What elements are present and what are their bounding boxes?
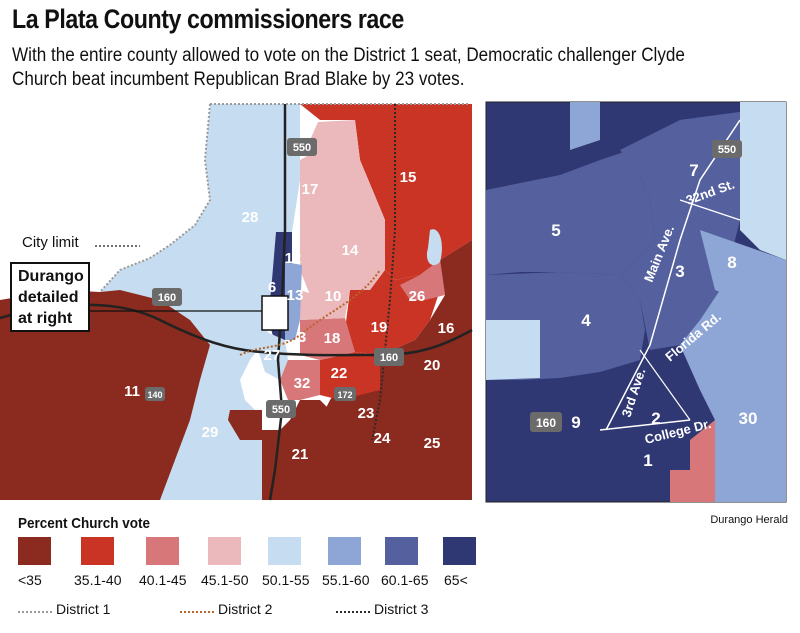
precinct-label: 25 [424, 435, 441, 452]
precinct-upper-right-area [740, 102, 786, 260]
precinct-32-area [280, 360, 320, 400]
city-map: 550 160 32nd St. Main Ave. Florida Rd. 3… [485, 101, 787, 503]
precinct-label: 2 [651, 409, 660, 428]
precinct-north-strip [570, 102, 600, 150]
legend-bin-label: 55.1-60 [322, 572, 370, 588]
precinct-28-area [100, 104, 300, 500]
legend-swatch [328, 537, 361, 565]
precinct-label: 27 [264, 347, 281, 364]
legend-bin-label: 45.1-50 [201, 572, 249, 588]
precinct-5-area [486, 150, 655, 275]
highway-label: 550 [272, 404, 290, 416]
precinct-label: 3 [675, 262, 684, 281]
legend-swatch [81, 537, 114, 565]
legend-swatch [385, 537, 418, 565]
precinct-label: 17 [302, 181, 319, 198]
precinct-label: 13 [287, 287, 304, 304]
precinct-label: 5 [551, 221, 560, 240]
precinct-15-area [300, 104, 472, 280]
credit-line: Durango Herald [710, 514, 788, 526]
precinct-label: 11 [124, 383, 140, 400]
precinct-8-area [700, 230, 786, 300]
precinct-label: 12 [285, 250, 302, 267]
legend-bin-label: 35.1-40 [74, 572, 122, 588]
legend-swatch [208, 537, 241, 565]
precinct-label: 23 [358, 405, 375, 422]
district-1-line [18, 611, 52, 613]
highway-shield-550-south: 550 [266, 400, 296, 418]
precinct-label: 24 [374, 430, 391, 447]
precinct-label: 8 [727, 253, 736, 272]
highway-shield-550-city: 550 [712, 140, 742, 158]
precinct-label: 32 [294, 375, 311, 392]
precinct-label: 1 [643, 451, 652, 470]
precinct-label: 22 [331, 365, 348, 382]
legend-swatch [268, 537, 301, 565]
district-3-label: District 3 [374, 601, 429, 617]
precinct-label: 16 [438, 320, 455, 337]
precinct-label: 14 [342, 242, 359, 259]
precinct-label: 3 [298, 329, 306, 346]
highway-label: 550 [293, 142, 311, 154]
precinct-13-area [285, 262, 302, 340]
precinct-18-area [300, 318, 355, 360]
legend-bin-label: 50.1-55 [262, 572, 310, 588]
legend-swatch [18, 537, 51, 565]
precinct-16-area [290, 240, 472, 500]
page-title: La Plata County commissioners race [12, 4, 404, 34]
precinct-label: 20 [424, 357, 441, 374]
legend-swatch [146, 537, 179, 565]
county-map: 550 160 160 140 172 550 28 17 15 14 12 6… [0, 100, 473, 502]
district-3-line [336, 611, 370, 613]
district-2-line [180, 611, 214, 613]
legend-bin-label: <35 [18, 572, 42, 588]
precinct-label: 21 [292, 446, 309, 463]
legend-title: Percent Church vote [18, 515, 151, 532]
highway-label: 550 [718, 144, 736, 156]
highway-shield-550: 550 [287, 138, 317, 156]
precinct-21-area [228, 400, 330, 500]
highway-label: 140 [147, 390, 162, 400]
precinct-10-area [300, 290, 350, 320]
district-2-label: District 2 [218, 601, 273, 617]
highway-label: 160 [536, 416, 556, 430]
precinct-label: 9 [571, 413, 580, 432]
precinct-label: 18 [324, 330, 341, 347]
legend-swatch [443, 537, 476, 565]
precinct-label: 19 [371, 319, 388, 336]
legend-bin-label: 65< [444, 572, 468, 588]
district-1-label: District 1 [56, 601, 111, 617]
highway-label: 160 [158, 292, 176, 304]
precinct-label: 28 [242, 209, 259, 226]
precinct-26-area [400, 260, 445, 300]
durango-callout: Durango detailed at right [10, 262, 90, 332]
highway-shield-140: 140 [145, 387, 165, 401]
precinct-11-area [0, 290, 210, 500]
highway-shield-160-city: 160 [530, 412, 562, 432]
legend-bin-label: 40.1-45 [139, 572, 187, 588]
highway-shield-160: 160 [152, 288, 182, 306]
precinct-label: 7 [689, 161, 698, 180]
highway-label: 160 [380, 352, 398, 364]
precinct-label: 29 [202, 424, 219, 441]
precinct-label: 26 [409, 288, 426, 305]
highway-shield-160-east: 160 [374, 348, 404, 366]
highway-label: 172 [337, 390, 352, 400]
precinct-label: 6 [268, 279, 276, 296]
precinct-west-area [486, 320, 540, 380]
precinct-label: 4 [581, 311, 591, 330]
legend-bin-label: 60.1-65 [381, 572, 429, 588]
city-limit-label: City limit [22, 234, 79, 251]
precinct-label: 15 [400, 169, 417, 186]
precinct-3-area [620, 112, 740, 350]
precinct-bottom-pink [670, 470, 715, 502]
precinct-label: 10 [325, 288, 342, 305]
highway-shield-172: 172 [334, 387, 356, 401]
precinct-pink-area [690, 420, 715, 470]
page-subtitle: With the entire county allowed to vote o… [12, 45, 685, 90]
precinct-27-area [258, 330, 288, 380]
precinct-17-area [300, 150, 330, 230]
precinct-label: 30 [739, 409, 758, 428]
